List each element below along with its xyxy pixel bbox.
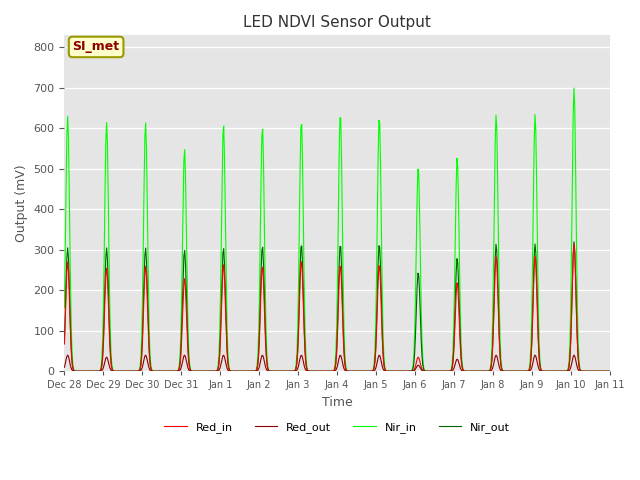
Red_out: [150, 369, 157, 374]
Red_in: [149, 368, 157, 374]
Nir_out: [76, 369, 84, 374]
Nir_out: [606, 369, 614, 374]
Red_in: [520, 369, 527, 374]
Nir_in: [570, 85, 578, 91]
Nir_in: [206, 369, 214, 374]
Nir_out: [61, 337, 68, 343]
Nir_in: [76, 369, 84, 374]
Nir_out: [239, 369, 246, 374]
Red_in: [555, 369, 563, 374]
Red_in: [61, 341, 68, 347]
Nir_in: [61, 305, 68, 311]
Red_out: [64, 352, 72, 358]
Red_out: [520, 369, 528, 374]
Nir_in: [239, 369, 246, 374]
Y-axis label: Output (mV): Output (mV): [15, 165, 28, 242]
Nir_out: [555, 369, 563, 374]
Nir_out: [520, 369, 527, 374]
Nir_out: [570, 239, 578, 245]
Line: Red_in: Red_in: [65, 244, 610, 372]
Red_out: [239, 369, 247, 374]
Legend: Red_in, Red_out, Nir_in, Nir_out: Red_in, Red_out, Nir_in, Nir_out: [160, 417, 514, 437]
Red_out: [77, 369, 84, 374]
Nir_in: [149, 368, 157, 374]
Red_in: [606, 369, 614, 374]
Red_in: [239, 369, 246, 374]
Red_out: [556, 369, 563, 374]
Red_out: [606, 369, 614, 374]
Red_in: [206, 369, 214, 374]
Red_out: [207, 369, 214, 374]
Nir_in: [606, 369, 614, 374]
Red_in: [570, 241, 578, 247]
Nir_in: [520, 369, 527, 374]
Line: Nir_out: Nir_out: [65, 242, 610, 372]
Nir_in: [555, 369, 563, 374]
Line: Nir_in: Nir_in: [65, 88, 610, 372]
Line: Red_out: Red_out: [65, 355, 610, 372]
X-axis label: Time: Time: [322, 396, 353, 409]
Nir_out: [149, 368, 157, 374]
Red_in: [76, 369, 84, 374]
Red_out: [61, 364, 68, 370]
Title: LED NDVI Sensor Output: LED NDVI Sensor Output: [243, 15, 431, 30]
Nir_out: [206, 369, 214, 374]
Text: SI_met: SI_met: [72, 40, 120, 53]
